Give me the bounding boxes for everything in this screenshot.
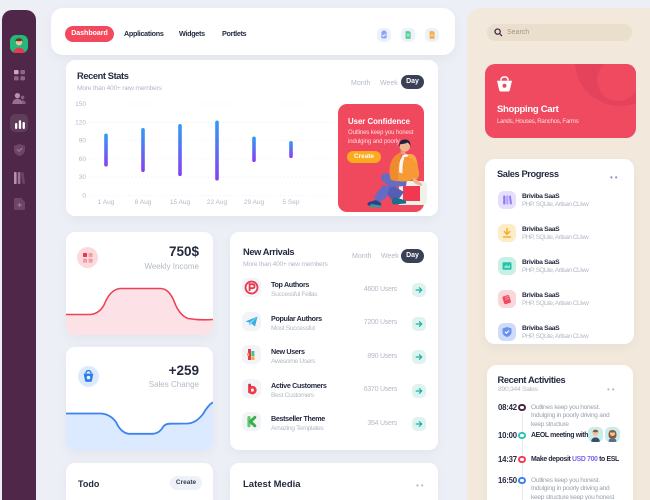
svg-text:5 Sep: 5 Sep <box>283 199 300 206</box>
svg-text:22 Aug: 22 Aug <box>207 199 228 206</box>
svg-text:120: 120 <box>75 119 86 126</box>
svg-text:8 Aug: 8 Aug <box>135 199 152 206</box>
svg-text:1 Aug: 1 Aug <box>98 199 115 206</box>
svg-text:30: 30 <box>79 174 87 181</box>
svg-text:29 Aug: 29 Aug <box>244 199 265 206</box>
svg-text:60: 60 <box>79 156 87 163</box>
svg-text:15 Aug: 15 Aug <box>170 199 191 206</box>
svg-text:90: 90 <box>79 138 87 145</box>
svg-text:150: 150 <box>75 101 86 108</box>
svg-text:0: 0 <box>82 193 86 200</box>
